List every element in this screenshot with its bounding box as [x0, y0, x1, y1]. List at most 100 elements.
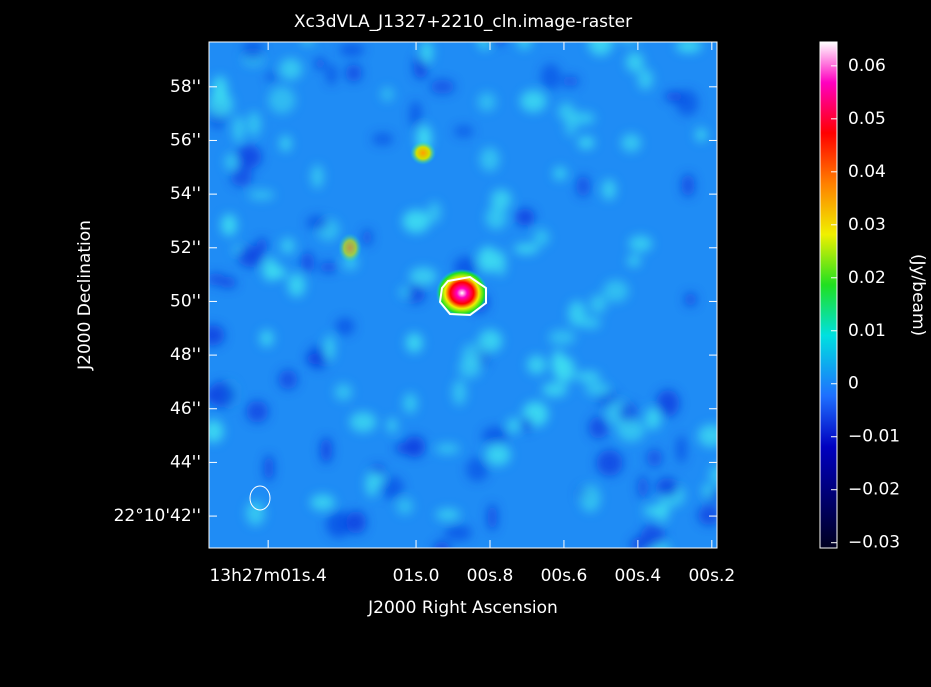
noise-blob: [310, 494, 336, 511]
noise-blob: [628, 235, 653, 252]
colorbar-tick-label: 0.05: [848, 109, 886, 129]
noise-blob: [406, 283, 426, 304]
noise-blob: [404, 435, 426, 458]
y-tick-label: 22°10'42'': [114, 506, 201, 526]
noise-blob: [326, 510, 352, 538]
noise-blob: [396, 497, 414, 515]
noise-blob: [630, 536, 653, 548]
noise-blob: [477, 92, 497, 112]
noise-blob: [642, 505, 670, 517]
noise-blob: [224, 153, 238, 171]
noise-blob: [209, 91, 234, 117]
noise-blob: [345, 64, 362, 82]
noise-blob: [579, 317, 602, 329]
noise-blob: [444, 524, 472, 541]
noise-blob: [278, 369, 298, 390]
noise-blob: [335, 317, 355, 336]
noise-blob: [702, 483, 714, 499]
x-tick-label: 13h27m01s.4: [209, 566, 326, 586]
noise-blob: [246, 400, 269, 423]
noise-blob: [561, 75, 580, 87]
noise-blob: [247, 111, 261, 137]
noise-blob: [489, 42, 505, 46]
noise-blob: [380, 476, 404, 500]
x-axis-label: J2000 Right Ascension: [367, 598, 558, 618]
y-axis-label: J2000 Declination: [75, 220, 95, 371]
noise-blob: [681, 173, 695, 197]
noise-blob: [209, 381, 236, 408]
noise-blob: [405, 332, 423, 353]
noise-blob: [402, 209, 430, 234]
noise-blob: [245, 500, 265, 526]
noise-blob: [485, 206, 507, 230]
y-tick-label: 56'': [170, 130, 201, 150]
noise-blob: [219, 276, 237, 289]
noise-blob: [656, 389, 680, 417]
y-tick-label: 44'': [170, 452, 201, 472]
noise-blob: [248, 189, 275, 200]
noise-blob: [346, 510, 367, 534]
noise-blob: [279, 58, 303, 80]
noise-blob: [209, 324, 225, 346]
noise-blob: [627, 255, 641, 267]
noise-blob: [477, 246, 499, 273]
noise-blob: [409, 100, 422, 129]
noise-blob: [435, 443, 460, 455]
noise-blob: [675, 42, 702, 53]
colorbar-tick-label: −0.03: [848, 533, 900, 553]
noise-blob: [656, 477, 679, 497]
y-tick-label: 46'': [170, 399, 201, 419]
noise-blob: [235, 144, 262, 169]
noise-blob: [326, 63, 337, 86]
noise-blob: [479, 147, 500, 172]
noise-blob: [487, 503, 498, 531]
noise-blob: [557, 102, 575, 121]
colorbar-tick-label: −0.02: [848, 480, 900, 500]
noise-blob: [675, 89, 699, 117]
noise-blob: [644, 407, 661, 430]
noise-blob: [637, 475, 649, 500]
noise-blob: [409, 267, 438, 286]
noise-blob: [575, 371, 601, 383]
noise-blob: [625, 52, 644, 73]
noise-blob: [603, 279, 629, 303]
noise-blob: [339, 43, 365, 56]
noise-blob: [427, 201, 442, 223]
noise-blob: [334, 383, 353, 401]
noise-blob: [311, 164, 324, 189]
noise-blob: [553, 166, 568, 181]
noise-blob: [637, 68, 654, 90]
noise-blob: [435, 508, 461, 521]
colorbar-tick-label: 0.02: [848, 268, 886, 288]
colorbar-tick-label: 0.06: [848, 56, 886, 76]
y-tick-label: 54'': [170, 184, 201, 204]
noise-blob: [306, 215, 329, 231]
noise-blob: [617, 419, 645, 442]
noise-blob: [569, 111, 596, 125]
noise-blob: [266, 70, 279, 83]
colorbar-tick-label: −0.01: [848, 427, 900, 447]
noise-blob: [242, 42, 264, 62]
noise-blob: [481, 426, 509, 446]
noise-blob: [540, 63, 561, 91]
noise-blob: [695, 128, 708, 142]
noise-blob: [576, 175, 591, 198]
raster-texture: [209, 42, 717, 548]
noise-blob: [319, 261, 338, 273]
noise-blob: [263, 454, 275, 482]
noise-blob: [548, 329, 576, 346]
x-tick-label: 00s.4: [615, 566, 662, 586]
noise-blob: [596, 449, 623, 477]
noise-blob: [676, 435, 687, 464]
colorbar-tick-label: 0.04: [848, 162, 886, 182]
noise-blob: [305, 353, 328, 365]
noise-blob: [287, 273, 306, 298]
plot-frame: [208, 41, 718, 549]
noise-blob: [584, 382, 611, 396]
noise-blob: [300, 251, 315, 273]
noise-blob: [301, 42, 314, 46]
noise-blob: [589, 294, 607, 314]
y-tick-label: 48'': [170, 345, 201, 365]
noise-blob: [280, 237, 296, 255]
